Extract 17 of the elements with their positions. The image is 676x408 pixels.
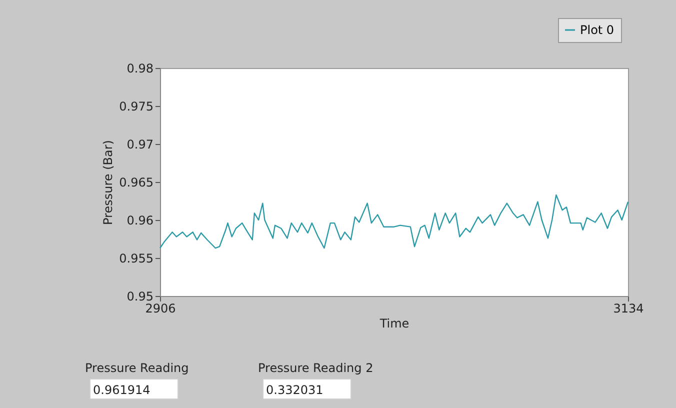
y-tick-label: 0.96 [126,214,154,228]
text: Pressure Reading 2 [258,361,374,375]
y-tick-label: 0.97 [126,138,154,152]
line-series [159,194,629,249]
y-axis-title: Pressure (Bar) [101,140,116,225]
legend-label: Plot 0 [580,23,614,37]
y-tick-label: 0.965 [119,176,154,190]
y-tick-label: 0.955 [119,252,154,266]
x-axis-title: Time [378,316,410,330]
text: 0.961914 [93,383,150,397]
x-tick-label: 3134 [613,302,644,316]
text: Pressure Reading [85,361,189,375]
text: 0.332031 [266,383,324,397]
y-tick-label: 0.95 [126,290,154,304]
y-tick-label: 0.98 [126,62,154,76]
x-tick-label: 2906 [145,302,176,316]
y-tick-label: 0.975 [119,100,154,114]
